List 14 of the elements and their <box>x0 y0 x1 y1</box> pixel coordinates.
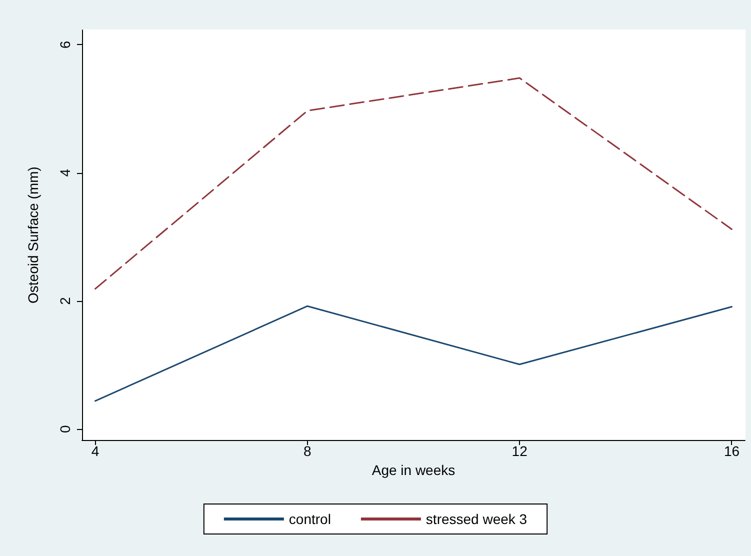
legend-label: stressed week 3 <box>426 511 528 527</box>
x-tick-label: 8 <box>304 443 312 459</box>
x-tick-label: 16 <box>724 443 740 459</box>
line-series <box>94 305 732 402</box>
y-axis-title: Osteoid Surface (mm) <box>25 166 41 304</box>
legend-label: control <box>288 511 331 527</box>
y-tick-label: 6 <box>57 40 73 49</box>
y-tick-label: 2 <box>57 296 73 305</box>
x-tick-label: 12 <box>512 443 528 459</box>
y-tick-label: 4 <box>57 168 73 177</box>
x-axis-title: Age in weeks <box>372 462 456 478</box>
x-tick-label: 4 <box>91 443 100 459</box>
y-tick-label: 0 <box>57 425 73 434</box>
line-series <box>94 77 732 290</box>
